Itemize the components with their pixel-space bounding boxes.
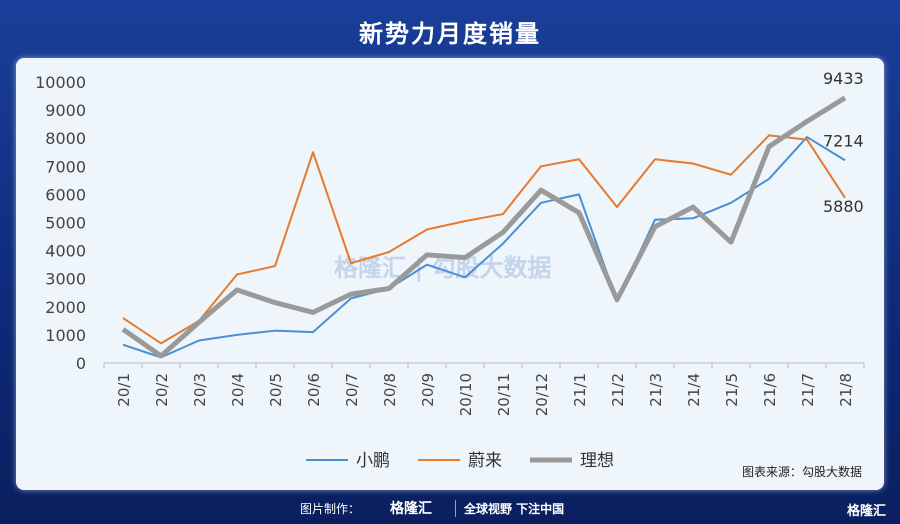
- x-tick-label: 20/11: [495, 373, 513, 416]
- corner-logo: 格隆汇: [846, 504, 886, 519]
- x-tick-label: 21/3: [647, 373, 665, 407]
- series-line-小鹏: [122, 136, 846, 359]
- legend-label: 小鹏: [356, 451, 390, 471]
- x-tick-label: 21/7: [799, 373, 817, 407]
- end-data-label: 9433: [823, 69, 864, 88]
- y-tick-label: 6000: [45, 185, 86, 204]
- x-tick-label: 21/1: [571, 373, 589, 407]
- y-tick-label: 2000: [45, 298, 86, 317]
- x-tick-label: 20/5: [267, 373, 285, 407]
- legend-label: 理想: [580, 451, 614, 471]
- slogan: 全球视野 下注中国: [455, 500, 564, 517]
- y-tick-label: 8000: [45, 129, 86, 148]
- brand-logo: 格隆汇: [390, 501, 432, 517]
- x-tick-label: 21/2: [609, 373, 627, 407]
- line-chart: 0 1000 2000 3000 4000 5000 6000 7000 8000 9000 100…: [35, 69, 865, 471]
- x-tick-label: 20/10: [457, 373, 475, 416]
- y-tick-label: 5000: [45, 214, 86, 233]
- x-tick-label: 20/7: [343, 373, 361, 407]
- footer: 图片制作： 格隆汇 全球视野 下注中国 格隆汇: [0, 494, 900, 524]
- y-tick-label: 1000: [45, 326, 86, 345]
- chart-title: 新势力月度销量: [359, 20, 541, 48]
- x-tick-label: 21/6: [761, 373, 779, 407]
- x-tick-label: 20/1: [115, 373, 133, 407]
- y-tick-label: 4000: [45, 242, 86, 261]
- x-tick-label: 20/6: [305, 373, 323, 407]
- x-tick-label: 20/3: [191, 373, 209, 407]
- made-by-label: 图片制作：: [300, 502, 361, 516]
- x-tick-label: 20/4: [229, 373, 247, 407]
- end-data-label: 5880: [823, 197, 864, 216]
- x-tick-label: 20/2: [153, 373, 171, 407]
- y-tick-label: 10000: [35, 73, 86, 92]
- source-note: 图表来源：勾股大数据: [741, 465, 862, 479]
- x-tick-label: 21/4: [685, 373, 703, 407]
- x-tick-label: 21/5: [723, 373, 741, 407]
- x-tick-label: 21/8: [837, 373, 855, 407]
- watermark: 格隆汇 | 勾股大数据: [334, 254, 552, 282]
- y-tick-label: 3000: [45, 270, 86, 289]
- x-tick-label: 20/12: [533, 373, 551, 416]
- y-tick-label: 9000: [45, 101, 86, 120]
- series-line-蔚来: [122, 134, 846, 345]
- y-tick-label: 7000: [45, 157, 86, 176]
- y-tick-label: 0: [76, 354, 86, 373]
- series-line-理想: [121, 95, 847, 359]
- legend-label: 蔚来: [468, 451, 502, 471]
- end-data-label: 7214: [823, 131, 864, 150]
- x-tick-label: 20/9: [419, 373, 437, 407]
- chart-panel: 格隆汇 | 勾股大数据 0 1000 2000 3000 4000 5000 6000 700…: [16, 58, 884, 490]
- x-tick-label: 20/8: [381, 373, 399, 407]
